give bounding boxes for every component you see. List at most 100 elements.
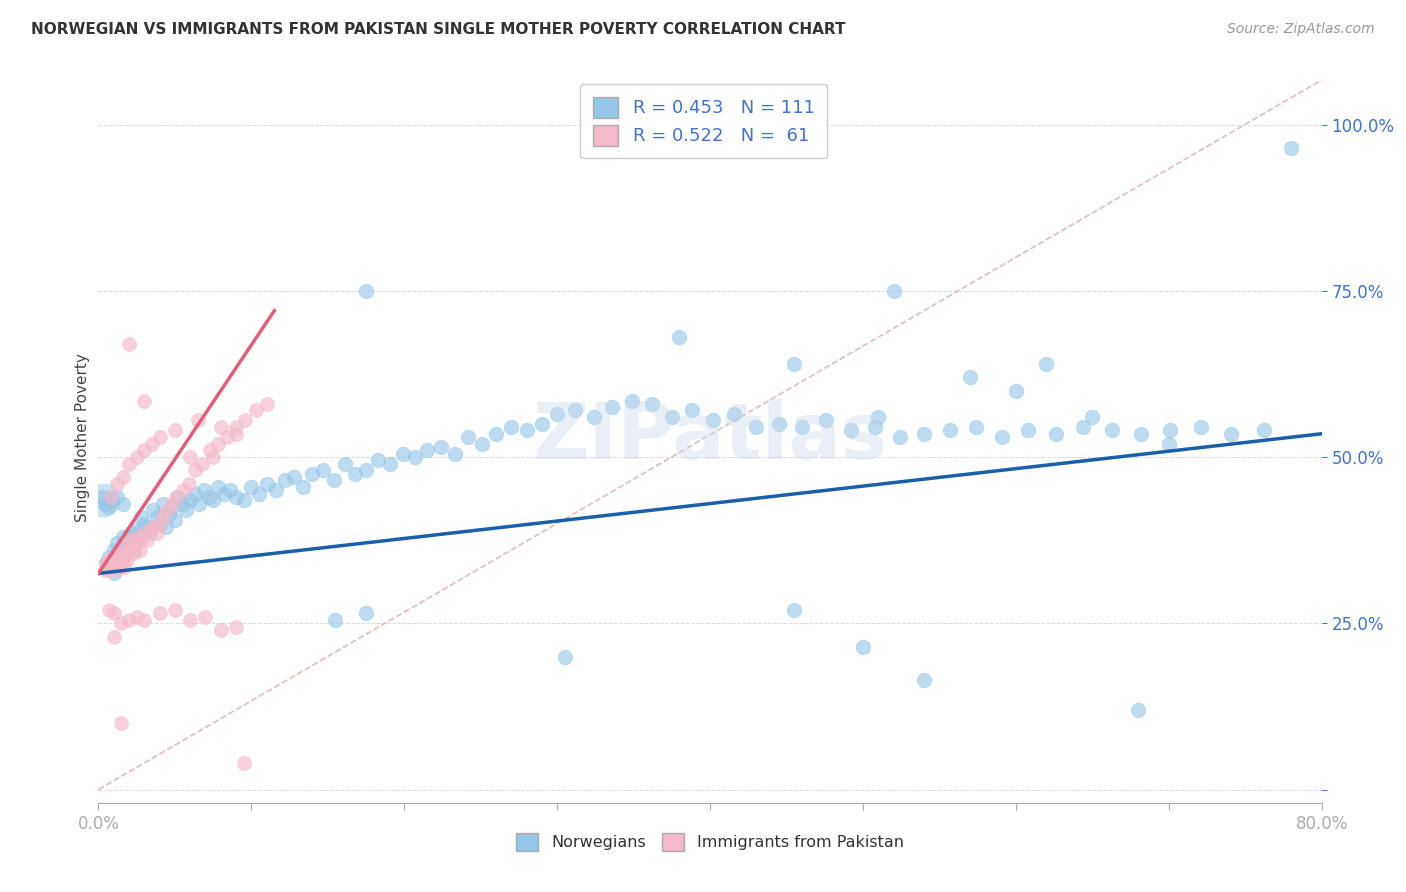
Point: [219, 483, 242, 498]
Point: [172, 483, 194, 498]
Point: [149, 430, 172, 444]
Point: [225, 619, 247, 633]
Point: [149, 516, 172, 531]
Text: ZIPatlas: ZIPatlas: [533, 399, 887, 475]
Point: [125, 536, 148, 550]
Point: [128, 526, 150, 541]
Point: [93, 563, 115, 577]
Point: [1081, 410, 1104, 425]
Point: [367, 453, 389, 467]
Point: [516, 424, 538, 438]
Point: [839, 424, 862, 438]
Point: [134, 613, 156, 627]
Point: [100, 559, 122, 574]
Legend: Norwegians, Immigrants from Pakistan: Norwegians, Immigrants from Pakistan: [506, 823, 914, 861]
Point: [668, 330, 690, 344]
Point: [292, 480, 315, 494]
Point: [889, 430, 911, 444]
Point: [391, 447, 413, 461]
Point: [322, 473, 344, 487]
Point: [1035, 357, 1057, 371]
Point: [103, 630, 125, 644]
Point: [136, 520, 159, 534]
Point: [939, 424, 962, 438]
Point: [225, 426, 247, 441]
Point: [621, 393, 644, 408]
Text: NORWEGIAN VS IMMIGRANTS FROM PAKISTAN SINGLE MOTHER POVERTY CORRELATION CHART: NORWEGIAN VS IMMIGRANTS FROM PAKISTAN SI…: [31, 22, 845, 37]
Point: [768, 417, 790, 431]
Point: [155, 520, 177, 534]
Point: [122, 543, 145, 558]
Point: [152, 497, 174, 511]
Point: [105, 553, 128, 567]
Point: [959, 370, 981, 384]
Point: [156, 503, 179, 517]
Point: [191, 457, 214, 471]
Point: [1189, 420, 1212, 434]
Point: [91, 493, 114, 508]
Point: [108, 559, 131, 574]
Point: [965, 420, 987, 434]
Point: [301, 467, 323, 481]
Point: [160, 497, 183, 511]
Point: [125, 609, 148, 624]
Point: [174, 503, 197, 517]
Point: [380, 457, 402, 471]
Point: [129, 509, 152, 524]
Point: [264, 483, 287, 498]
Point: [177, 476, 200, 491]
Point: [142, 503, 165, 517]
Point: [501, 420, 523, 434]
Point: [197, 490, 219, 504]
Point: [121, 533, 143, 548]
Point: [471, 436, 494, 450]
Point: [120, 543, 142, 558]
Point: [661, 410, 683, 425]
Point: [172, 497, 194, 511]
Point: [274, 473, 297, 487]
Point: [354, 463, 377, 477]
Point: [134, 443, 156, 458]
Point: [325, 613, 347, 627]
Point: [134, 526, 156, 541]
Point: [104, 563, 127, 577]
Point: [245, 403, 267, 417]
Point: [121, 530, 143, 544]
Point: [1130, 426, 1153, 441]
Point: [416, 443, 439, 458]
Point: [105, 476, 128, 491]
Point: [404, 450, 426, 464]
Point: [100, 493, 122, 508]
Point: [98, 603, 121, 617]
Point: [111, 470, 134, 484]
Point: [681, 403, 703, 417]
Point: [868, 410, 890, 425]
Point: [111, 553, 134, 567]
Point: [101, 557, 124, 571]
Point: [157, 507, 180, 521]
Point: [225, 420, 247, 434]
Point: [554, 649, 576, 664]
Point: [127, 530, 149, 544]
Point: [103, 543, 125, 558]
Point: [124, 533, 146, 548]
Point: [122, 546, 145, 560]
Point: [145, 526, 167, 541]
Point: [1071, 420, 1094, 434]
Point: [354, 607, 377, 621]
Point: [1157, 436, 1180, 450]
Point: [118, 457, 141, 471]
Point: [1101, 424, 1123, 438]
Y-axis label: Single Mother Poverty: Single Mother Poverty: [75, 352, 90, 522]
Point: [723, 407, 745, 421]
Point: [139, 523, 162, 537]
Point: [117, 553, 139, 567]
Point: [107, 546, 129, 560]
Point: [702, 413, 724, 427]
Point: [485, 426, 508, 441]
Point: [225, 490, 247, 504]
Point: [103, 607, 125, 621]
Point: [110, 716, 132, 731]
Point: [112, 559, 135, 574]
Point: [149, 516, 172, 531]
